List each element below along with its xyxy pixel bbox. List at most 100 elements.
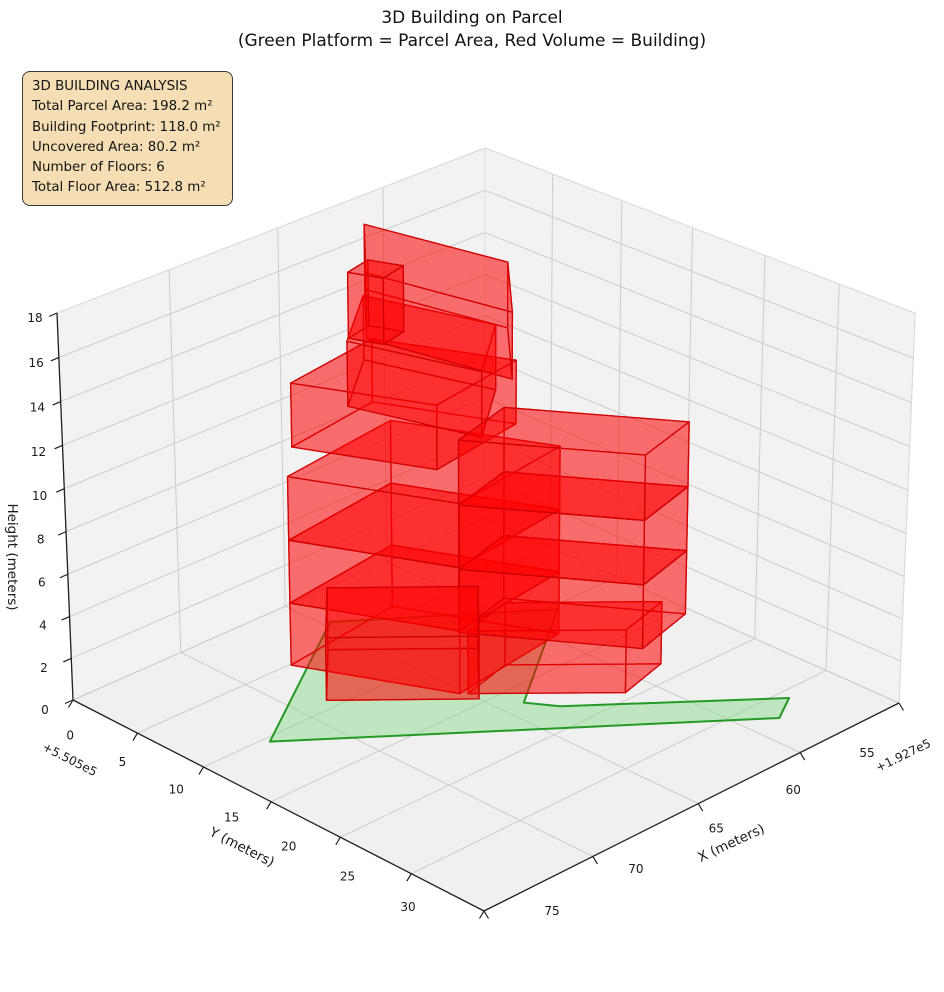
y-axis-label: Y (meters) xyxy=(206,824,277,871)
grid-line xyxy=(340,638,755,838)
chart-title: 3D Building on Parcel xyxy=(381,8,563,28)
z-tick-label: 0 xyxy=(41,703,49,717)
grid-line xyxy=(484,517,900,704)
grid-line xyxy=(484,189,914,359)
grid-line xyxy=(484,273,910,447)
y-axis-offset-text: +5.505e5 xyxy=(40,740,99,779)
y-tick-mark xyxy=(67,699,74,708)
pane-left xyxy=(57,148,485,700)
y-tick-label: 5 xyxy=(119,755,127,769)
x-axis-spine xyxy=(483,702,900,912)
y-tick-mark xyxy=(335,836,341,846)
x-axis-label: X (meters) xyxy=(695,821,767,866)
y-tick-mark xyxy=(198,766,205,775)
infobox-floors: Number of Floors: 6 xyxy=(32,160,165,176)
z-axis-label: Height (meters) xyxy=(4,503,20,610)
y-tick-label: 15 xyxy=(224,811,239,825)
z-tick-mark xyxy=(64,699,74,705)
infobox-footprint: Building Footprint: 118.0 m² xyxy=(32,119,221,135)
z-tick-mark xyxy=(61,615,70,621)
pane-border xyxy=(56,147,486,314)
building-wall-face xyxy=(324,635,480,701)
grid-line xyxy=(484,232,912,403)
z-tick-label: 2 xyxy=(40,661,48,675)
grid-line xyxy=(277,227,286,607)
grid-line xyxy=(411,669,827,875)
x-tick-mark xyxy=(898,702,905,711)
grid-line xyxy=(382,187,388,562)
z-tick-label: 16 xyxy=(29,356,44,370)
y-tick-label: 20 xyxy=(281,839,296,853)
infobox-parcel-area: Total Parcel Area: 198.2 m² xyxy=(32,99,213,115)
z-tick-mark xyxy=(54,444,63,450)
x-tick-mark xyxy=(592,856,598,865)
y-tick-label: 25 xyxy=(340,869,355,883)
x-tick-mark xyxy=(697,803,704,812)
x-tick-label: 70 xyxy=(628,862,643,876)
z-tick-mark xyxy=(63,657,72,663)
y-tick-label: 30 xyxy=(400,900,415,914)
y-tick-mark xyxy=(132,732,138,741)
building-floor-top-face xyxy=(346,259,404,279)
z-tick-mark xyxy=(48,312,58,318)
grid-line xyxy=(72,517,486,701)
infobox-uncovered-area: Uncovered Area: 80.2 m² xyxy=(32,139,201,155)
pane-border xyxy=(898,313,916,704)
grid-line xyxy=(180,651,594,857)
pane-border xyxy=(484,147,916,314)
grid-line xyxy=(67,397,486,575)
grid-line xyxy=(754,255,766,639)
x-tick-label: 75 xyxy=(544,904,559,918)
z-tick-label: 18 xyxy=(27,311,42,325)
pane-right xyxy=(485,148,916,703)
grid-line xyxy=(65,356,486,533)
building-wall-face xyxy=(382,265,405,346)
y-tick-mark xyxy=(266,801,272,810)
grid-line xyxy=(58,189,486,358)
grid-line xyxy=(71,477,486,659)
infobox-floor-area: Total Floor Area: 512.8 m² xyxy=(32,180,206,196)
z-tick-mark xyxy=(59,573,69,579)
z-tick-label: 12 xyxy=(31,445,46,459)
z-tick-label: 10 xyxy=(32,489,47,503)
grid-line xyxy=(270,606,686,803)
grid-line xyxy=(168,269,182,653)
grid-line xyxy=(484,397,905,577)
z-tick-mark xyxy=(50,356,60,362)
y-tick-label: 0 xyxy=(66,729,74,743)
building-floor-top-face xyxy=(324,585,480,639)
grid-line xyxy=(285,605,699,805)
x-tick-mark xyxy=(483,910,490,919)
building-floor-top-face xyxy=(363,223,514,313)
grid-line xyxy=(69,437,486,617)
building-wall-face xyxy=(346,271,385,346)
x-tick-label: 60 xyxy=(786,783,801,797)
z-tick-label: 8 xyxy=(37,532,45,546)
z-axis-spine xyxy=(56,312,74,701)
chart-subtitle: (Green Platform = Parcel Area, Red Volum… xyxy=(237,31,707,51)
x-tick-mark xyxy=(799,752,806,761)
y-axis-spine xyxy=(72,699,485,912)
z-tick-mark xyxy=(56,488,65,493)
x-axis-offset-text: +1.927e5 xyxy=(873,736,933,775)
y-tick-label: 10 xyxy=(169,782,184,796)
z-tick-label: 14 xyxy=(30,401,45,415)
grid-line xyxy=(825,284,840,671)
z-tick-label: 6 xyxy=(38,576,46,590)
pane-floor xyxy=(73,518,899,911)
x-tick-label: 55 xyxy=(859,746,874,760)
building-floor-top-face xyxy=(467,600,663,632)
building-floor-top-face xyxy=(457,406,690,456)
y-tick-mark xyxy=(406,873,412,882)
parcel-polygon xyxy=(268,608,791,743)
grid-line xyxy=(549,173,554,548)
grid-line xyxy=(60,232,486,403)
chart-title-block: 3D Building on Parcel (Green Platform = … xyxy=(0,7,944,53)
grid-line xyxy=(484,315,909,491)
x-tick-label: 65 xyxy=(709,822,724,836)
z-tick-mark xyxy=(57,531,67,536)
y-tick-mark xyxy=(478,910,485,919)
grid-line xyxy=(484,356,907,534)
